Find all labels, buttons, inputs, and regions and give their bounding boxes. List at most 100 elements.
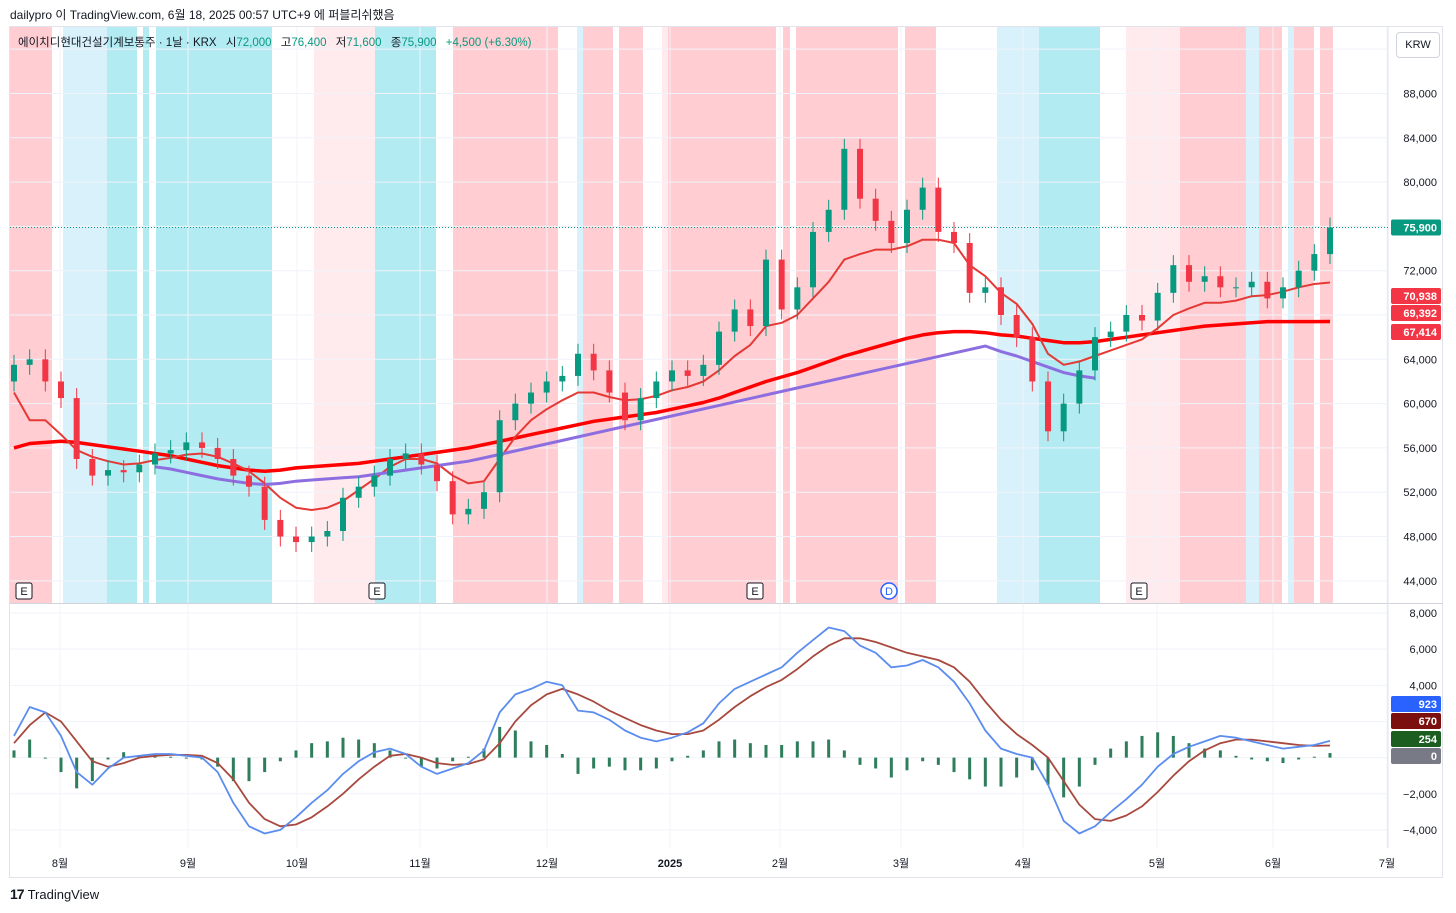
x-tick-label: 11월: [409, 857, 431, 870]
candle-body: [966, 243, 973, 293]
macd-histogram-bar: [827, 739, 831, 758]
ma-short-tag: [1391, 288, 1441, 304]
candle-body: [120, 470, 127, 473]
last-price-tag: [1391, 219, 1441, 236]
macd-histogram-bar: [12, 750, 16, 758]
macd-histogram-bar: [623, 757, 627, 771]
candle-body: [998, 287, 1004, 315]
x-tick-label: 7월: [1379, 857, 1395, 870]
candle-body: [308, 536, 315, 543]
x-tick-label: 10월: [286, 857, 308, 870]
macd-histogram-bar: [513, 730, 517, 758]
candle-body: [575, 353, 581, 376]
candle-body: [1186, 265, 1192, 282]
close-label: 종: [390, 37, 402, 49]
candle-body: [371, 475, 378, 487]
candle-body: [1013, 315, 1020, 338]
candle-body: [637, 398, 644, 421]
ma-short-tag-text: 70,938: [1403, 291, 1437, 303]
high-label: 고: [280, 37, 292, 49]
candle-body: [622, 392, 628, 421]
event-marker-label: E: [20, 586, 27, 598]
y-tick-label: 56,000: [1403, 443, 1437, 455]
macd-histogram-bar: [811, 741, 815, 758]
candle-body: [606, 370, 613, 393]
macd-histogram-bar: [247, 757, 251, 782]
macd-histogram-bar: [263, 757, 267, 773]
candle-body: [387, 459, 393, 476]
candle-body: [559, 375, 566, 382]
y-tick-label: 88,000: [1403, 88, 1437, 100]
event-marker-label: D: [885, 586, 893, 598]
candle-body: [1233, 287, 1239, 289]
earnings-marker[interactable]: [368, 582, 386, 600]
candle-body: [246, 475, 252, 487]
y-tick-label: 84,000: [1403, 133, 1437, 145]
macd-histogram-bar: [592, 757, 596, 769]
macd-value-tag-text: 670: [1419, 716, 1437, 728]
currency-button[interactable]: KRW: [1396, 32, 1440, 58]
candle-body: [1092, 337, 1098, 371]
earnings-marker[interactable]: [746, 582, 764, 600]
dividend-marker[interactable]: [880, 582, 898, 600]
earnings-marker[interactable]: [15, 582, 33, 600]
macd-histogram-bar: [1046, 757, 1050, 785]
high-value: 76,400: [291, 37, 327, 49]
open-label: 시: [225, 37, 237, 49]
macd-histogram-bar: [701, 750, 705, 758]
macd-histogram-bar: [404, 757, 408, 759]
candle-body: [747, 309, 754, 327]
macd-histogram-bar: [952, 757, 956, 773]
candle-body: [528, 392, 534, 404]
macd-value-tag: [1391, 696, 1441, 712]
macd-histogram-bar: [90, 757, 94, 782]
candle-body: [1139, 315, 1145, 321]
candle-body: [293, 536, 299, 543]
candle-body: [825, 209, 832, 232]
candle-body: [669, 370, 675, 382]
macd-histogram-bar: [325, 741, 329, 758]
candle-body: [1280, 287, 1286, 299]
candle-body: [888, 220, 895, 243]
candle-body: [1201, 276, 1208, 282]
candle-body: [919, 187, 926, 210]
change-value: +4,500 (+6.30%): [445, 37, 532, 49]
macd-histogram-bar: [858, 757, 862, 765]
macd-histogram-bar: [341, 737, 345, 758]
x-tick-label: 6월: [1265, 857, 1281, 870]
macd-histogram-bar: [106, 757, 110, 760]
low-value: 71,600: [346, 37, 382, 49]
candle-body: [778, 259, 785, 310]
candle-body: [1123, 315, 1130, 332]
macd-histogram-bar: [936, 757, 940, 765]
x-tick-label: 2025: [658, 858, 682, 870]
macd-histogram-bar: [1015, 757, 1019, 778]
macd-histogram-bar: [1297, 757, 1301, 760]
candle-body: [1327, 227, 1333, 255]
candle-body: [700, 364, 707, 376]
macd-histogram-bar: [842, 750, 846, 758]
macd-histogram-bar: [639, 757, 643, 771]
macd-histogram-bar: [921, 757, 925, 762]
candle-body: [810, 231, 816, 288]
macd-histogram-bar: [874, 757, 878, 769]
candle-body: [1154, 292, 1161, 321]
candle-body: [152, 453, 158, 465]
earnings-marker[interactable]: [1130, 582, 1148, 600]
candle-body: [1107, 331, 1114, 338]
macd-histogram-bar: [1171, 735, 1175, 758]
macd-tick-label: −2,000: [1403, 789, 1437, 801]
candle-body: [951, 231, 957, 243]
candle-body: [935, 187, 942, 232]
y-tick-label: 60,000: [1403, 399, 1437, 411]
macd-histogram-bar: [733, 739, 737, 758]
ma-long-tag-text: 67,414: [1403, 327, 1438, 339]
event-marker-label: E: [751, 586, 758, 598]
macd-histogram-bar: [451, 757, 455, 762]
candle-body: [1029, 337, 1036, 382]
macd-histogram-bar: [560, 754, 564, 758]
sma-purple-line: [154, 344, 1096, 487]
macd-histogram-bar: [1203, 748, 1207, 758]
x-tick-label: 9월: [180, 857, 196, 870]
